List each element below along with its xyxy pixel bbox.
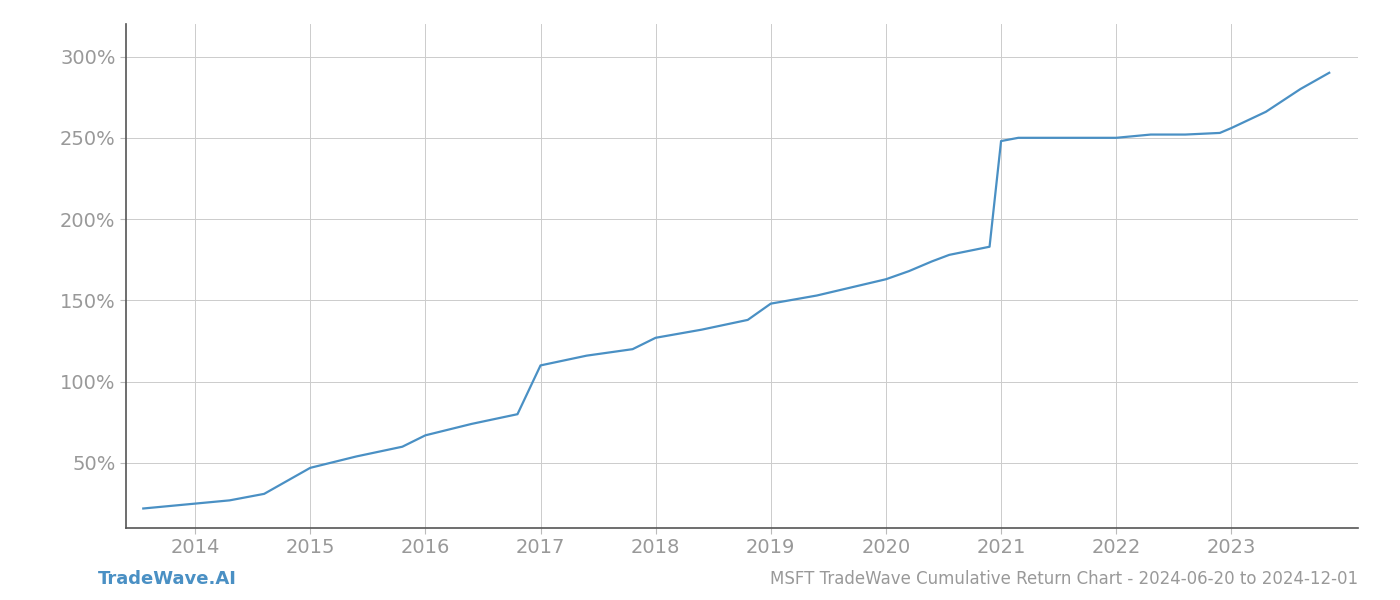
Text: TradeWave.AI: TradeWave.AI	[98, 570, 237, 588]
Text: MSFT TradeWave Cumulative Return Chart - 2024-06-20 to 2024-12-01: MSFT TradeWave Cumulative Return Chart -…	[770, 570, 1358, 588]
